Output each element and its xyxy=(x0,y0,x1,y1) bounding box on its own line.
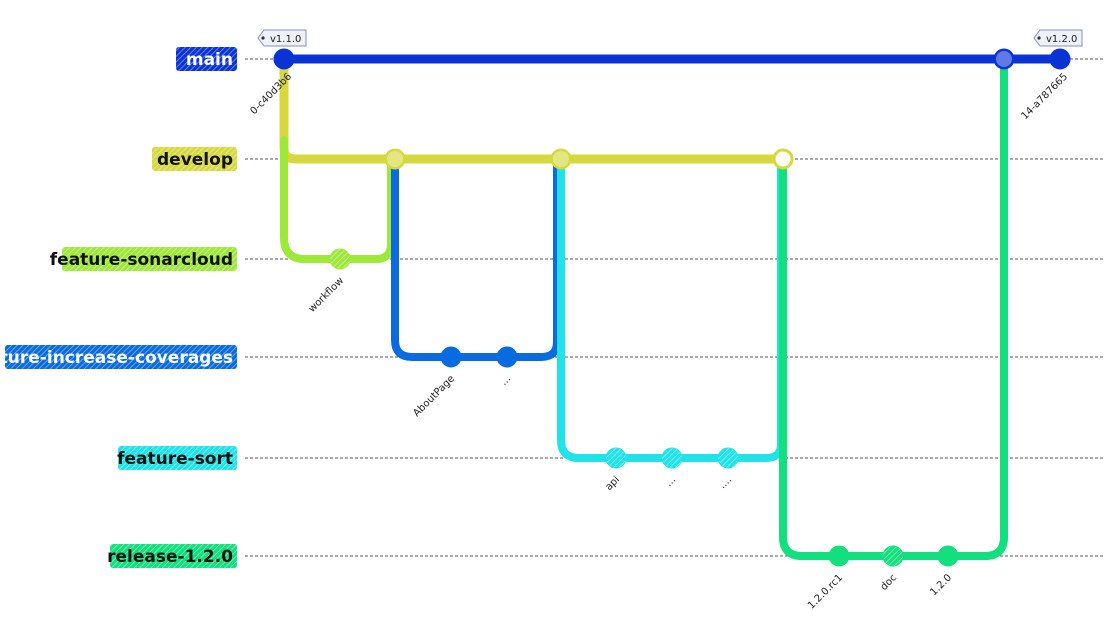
merge-commit[interactable] xyxy=(772,148,794,170)
branch-label-main: main xyxy=(176,47,237,71)
branch-line-develop xyxy=(279,54,788,164)
branch-label-text: feature-sort xyxy=(117,449,233,469)
tag-v1-2-0: v1.2.0 xyxy=(1033,29,1083,47)
merge-commit[interactable] xyxy=(550,148,572,170)
commit-doc[interactable] xyxy=(882,545,904,567)
commit-label: 14-a787665 xyxy=(1019,71,1070,122)
tag-label: v1.2.0 xyxy=(1046,34,1077,45)
merge-commit[interactable] xyxy=(993,48,1015,70)
merge-commit[interactable] xyxy=(384,148,406,170)
commit-label: 1.2.0.rc1 xyxy=(806,572,845,611)
branch-label-develop: develop xyxy=(152,147,237,171)
commit-sort2[interactable] xyxy=(661,447,683,469)
tag-icon xyxy=(1037,36,1041,40)
branch-label-text: main xyxy=(186,50,233,70)
commit-label: ... xyxy=(664,474,679,489)
commit-0-c40d3b6[interactable] xyxy=(273,48,295,70)
branch-line-feature-increase-coverages xyxy=(391,155,561,361)
branch-label-text: feature-increase-coverages xyxy=(0,348,233,368)
commit-AboutPage[interactable] xyxy=(440,346,462,368)
branch-label-text: feature-sonarcloud xyxy=(50,250,233,270)
commit-cov2[interactable] xyxy=(496,346,518,368)
commit-label: 1.2.0 xyxy=(928,572,954,598)
commit-14-a787665[interactable] xyxy=(1049,48,1071,70)
commit-api[interactable] xyxy=(605,447,627,469)
tag-label: v1.1.0 xyxy=(270,34,301,45)
commit-label: api xyxy=(604,474,623,493)
branch-label-feature-sort: feature-sort xyxy=(117,446,237,470)
tag-v1-1-0: v1.1.0 xyxy=(257,29,307,47)
commit-label: AboutPage xyxy=(411,373,457,419)
branch-label-release-1.2.0: release-1.2.0 xyxy=(107,544,237,568)
branch-label-text: develop xyxy=(157,150,233,170)
branch-label-feature-increase-coverages: feature-increase-coverages xyxy=(0,345,237,369)
commit-workflow[interactable] xyxy=(329,248,351,270)
commit-label: ... xyxy=(499,373,514,388)
commit-label: workflow xyxy=(307,275,346,314)
commit-label: doc xyxy=(879,572,899,592)
commit-label: .... xyxy=(717,474,734,491)
branch-label-text: release-1.2.0 xyxy=(107,547,233,567)
branch-label-feature-sonarcloud: feature-sonarcloud xyxy=(50,247,237,271)
tag-icon xyxy=(261,36,265,40)
branch-line-release-1.2.0 xyxy=(779,55,1008,560)
commit-1-2-0-rc1[interactable] xyxy=(828,545,850,567)
branch-line-feature-sort xyxy=(557,155,785,462)
commit-1-2-0[interactable] xyxy=(937,545,959,567)
commit-sort3[interactable] xyxy=(717,447,739,469)
